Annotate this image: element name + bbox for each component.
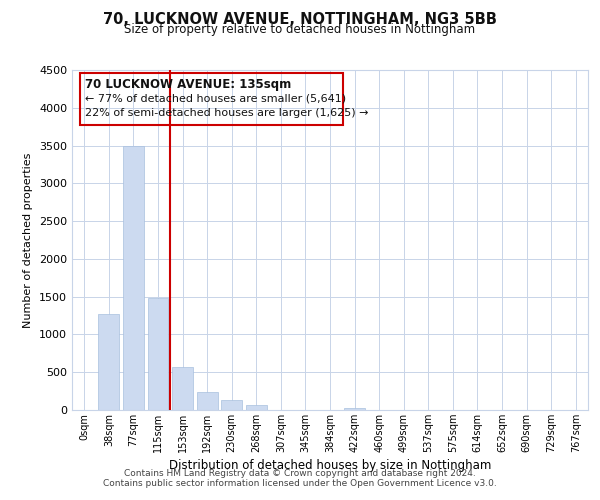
Bar [148,298,169,410]
Text: Contains HM Land Registry data © Crown copyright and database right 2024.: Contains HM Land Registry data © Crown c… [124,468,476,477]
Bar [246,404,267,410]
Text: 70 LUCKNOW AVENUE: 135sqm: 70 LUCKNOW AVENUE: 135sqm [85,78,291,92]
Text: ← 77% of detached houses are smaller (5,641): ← 77% of detached houses are smaller (5,… [85,94,346,104]
Bar [123,146,144,410]
Text: Size of property relative to detached houses in Nottingham: Size of property relative to detached ho… [124,24,476,36]
Bar [172,367,193,410]
Bar [98,314,119,410]
Text: Contains public sector information licensed under the Open Government Licence v3: Contains public sector information licen… [103,478,497,488]
Bar [197,392,218,410]
Bar [221,400,242,410]
Text: 22% of semi-detached houses are larger (1,625) →: 22% of semi-detached houses are larger (… [85,108,368,118]
Text: 70, LUCKNOW AVENUE, NOTTINGHAM, NG3 5BB: 70, LUCKNOW AVENUE, NOTTINGHAM, NG3 5BB [103,12,497,28]
Bar [344,408,365,410]
X-axis label: Distribution of detached houses by size in Nottingham: Distribution of detached houses by size … [169,459,491,472]
Y-axis label: Number of detached properties: Number of detached properties [23,152,34,328]
